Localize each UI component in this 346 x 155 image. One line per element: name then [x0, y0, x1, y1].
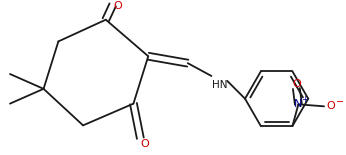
Text: +: + [301, 95, 308, 104]
Text: −: − [336, 97, 344, 107]
Text: O: O [140, 139, 149, 149]
Text: N: N [294, 99, 302, 109]
Text: HN: HN [212, 80, 227, 90]
Text: O: O [327, 101, 335, 111]
Text: O: O [113, 1, 122, 11]
Text: O: O [292, 79, 301, 89]
